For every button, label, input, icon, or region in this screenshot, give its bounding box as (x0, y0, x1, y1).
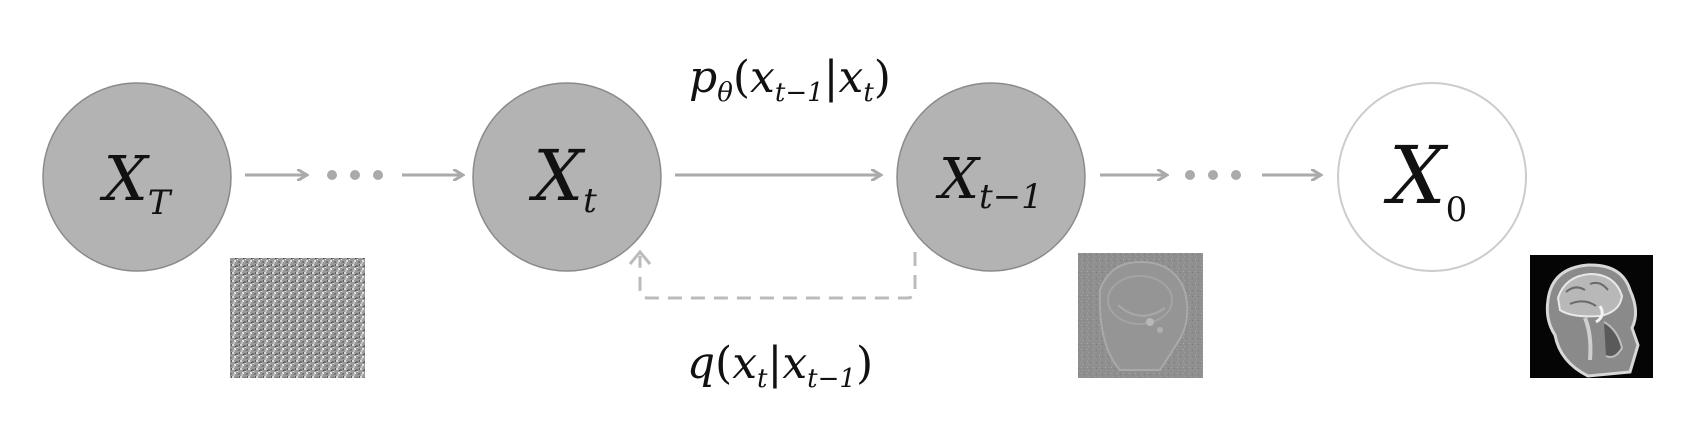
svg-text:X0: X0 (1383, 129, 1468, 230)
node-x-t-minus-1: Xt−1 (896, 82, 1086, 272)
arrow-chain-left (245, 170, 462, 180)
arrow-forward-head (628, 249, 652, 265)
node-x-t-minus-1-base: X (935, 147, 981, 212)
node-x-0-base: X (1383, 129, 1449, 222)
reverse-process-label: pθ(xt−1|xt) (689, 52, 891, 108)
ellipsis-dot (1231, 170, 1241, 180)
svg-text:XT: XT (100, 142, 173, 223)
node-x-t-minus-1-sub: t−1 (979, 177, 1043, 217)
node-x-0: X0 (1337, 82, 1527, 272)
node-x-T-sub: T (148, 183, 173, 223)
node-x-t-base: X (528, 135, 586, 217)
noise-image (230, 258, 365, 378)
node-x-T-base: X (100, 142, 151, 215)
node-x-0-sub: 0 (1446, 190, 1468, 230)
ellipsis-dot (350, 170, 360, 180)
node-x-T: XT (42, 82, 232, 272)
node-x-t: Xt (472, 82, 662, 272)
ellipsis-dot (373, 170, 383, 180)
ellipsis-dot (1208, 170, 1218, 180)
ellipsis-dot (327, 170, 337, 180)
arrow-forward-dashed (638, 252, 917, 300)
ellipsis-dot (1185, 170, 1195, 180)
forward-process-label: q(xt|xt−1) (687, 338, 873, 394)
mri-image (1530, 255, 1653, 378)
partial-denoised-image (1078, 253, 1203, 378)
arrow-chain-right (1100, 170, 1320, 180)
svg-text:Xt: Xt (528, 135, 597, 221)
node-x-t-sub: t (583, 181, 597, 221)
svg-text:Xt−1: Xt−1 (935, 147, 1043, 217)
